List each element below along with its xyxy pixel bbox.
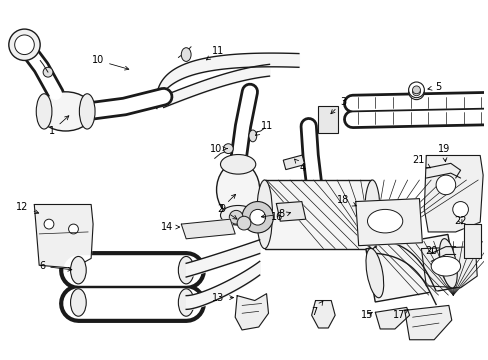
Text: 10: 10 xyxy=(92,55,128,70)
Ellipse shape xyxy=(237,216,250,230)
Polygon shape xyxy=(424,156,482,232)
Ellipse shape xyxy=(181,48,191,62)
Ellipse shape xyxy=(365,248,383,298)
Ellipse shape xyxy=(408,82,424,98)
Ellipse shape xyxy=(249,210,265,225)
Text: 11: 11 xyxy=(255,121,273,135)
Ellipse shape xyxy=(248,130,256,142)
Text: 20: 20 xyxy=(424,246,436,256)
Ellipse shape xyxy=(408,84,424,100)
Ellipse shape xyxy=(256,180,272,249)
Bar xyxy=(365,234,456,302)
Polygon shape xyxy=(181,219,235,239)
Polygon shape xyxy=(34,204,93,268)
Polygon shape xyxy=(375,307,409,329)
Ellipse shape xyxy=(412,88,420,96)
Ellipse shape xyxy=(44,219,54,229)
Text: 2: 2 xyxy=(217,194,235,215)
Polygon shape xyxy=(355,199,422,246)
Ellipse shape xyxy=(15,35,34,55)
Ellipse shape xyxy=(242,202,273,233)
Polygon shape xyxy=(463,224,480,258)
Bar xyxy=(318,105,337,133)
Bar xyxy=(264,180,372,249)
Polygon shape xyxy=(276,202,305,221)
Ellipse shape xyxy=(223,144,233,153)
Ellipse shape xyxy=(70,256,86,284)
Text: 3: 3 xyxy=(330,96,346,114)
Text: 18: 18 xyxy=(336,195,356,206)
Text: 9: 9 xyxy=(219,204,237,219)
Text: 22: 22 xyxy=(453,216,466,226)
Text: 17: 17 xyxy=(392,310,407,320)
Text: 5: 5 xyxy=(427,82,440,92)
Text: 4: 4 xyxy=(294,159,305,173)
Text: 11: 11 xyxy=(206,46,224,60)
Ellipse shape xyxy=(229,210,243,224)
Bar xyxy=(283,155,304,170)
Ellipse shape xyxy=(412,86,420,94)
Text: 19: 19 xyxy=(437,144,449,162)
Text: 13: 13 xyxy=(212,293,233,303)
Text: 8: 8 xyxy=(261,209,284,219)
Ellipse shape xyxy=(220,154,255,174)
Ellipse shape xyxy=(178,289,194,316)
Polygon shape xyxy=(404,305,451,340)
Ellipse shape xyxy=(36,94,52,129)
Text: 15: 15 xyxy=(361,310,373,320)
Text: 6: 6 xyxy=(39,261,72,271)
Polygon shape xyxy=(426,163,460,178)
Text: 16: 16 xyxy=(271,212,290,222)
Ellipse shape xyxy=(38,92,93,131)
Ellipse shape xyxy=(220,206,255,225)
Text: 21: 21 xyxy=(411,156,429,168)
Polygon shape xyxy=(421,247,476,288)
Ellipse shape xyxy=(43,67,53,77)
Ellipse shape xyxy=(430,256,460,276)
Ellipse shape xyxy=(9,29,40,60)
Text: 14: 14 xyxy=(160,222,179,232)
Text: 7: 7 xyxy=(311,301,322,317)
Ellipse shape xyxy=(68,224,78,234)
Text: 10: 10 xyxy=(209,144,227,154)
Ellipse shape xyxy=(79,94,95,129)
Polygon shape xyxy=(235,294,268,330)
Ellipse shape xyxy=(452,202,468,217)
Text: 12: 12 xyxy=(16,202,39,213)
Text: 1: 1 xyxy=(49,116,69,136)
Ellipse shape xyxy=(435,175,455,195)
Ellipse shape xyxy=(367,210,402,233)
Ellipse shape xyxy=(439,239,456,288)
Polygon shape xyxy=(311,301,334,328)
Ellipse shape xyxy=(216,162,259,217)
Ellipse shape xyxy=(364,180,380,249)
Ellipse shape xyxy=(178,256,194,284)
Ellipse shape xyxy=(70,289,86,316)
